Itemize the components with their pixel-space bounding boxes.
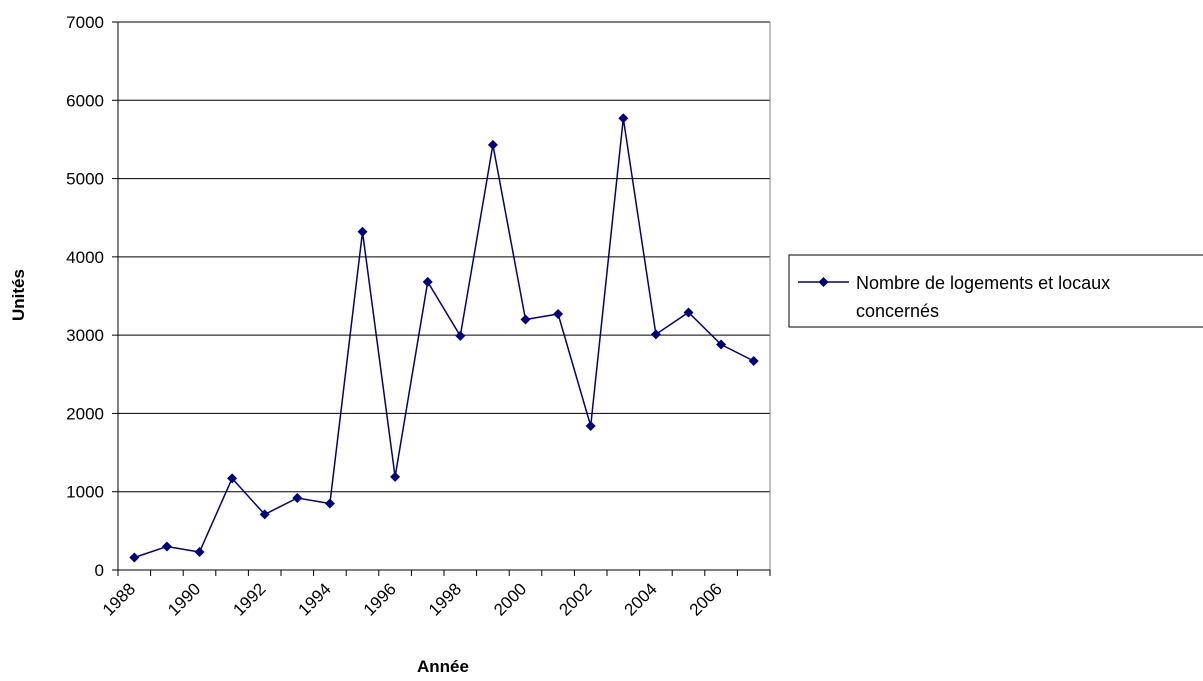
data-point [292,492,303,503]
legend-marker [818,277,829,287]
gridlines [118,21,770,493]
data-series [129,113,759,563]
x-tick-label: 2000 [490,579,530,619]
legend-box [788,254,1203,328]
x-tick-label: 1998 [425,579,465,619]
data-point [324,498,335,509]
y-tick-label: 0 [95,561,104,580]
data-point [129,552,140,563]
x-tick-label: 1990 [164,579,204,619]
y-tick-label: 1000 [66,483,104,502]
y-tick-label: 5000 [66,170,104,189]
data-point [194,546,205,557]
y-axis-title: Unités [9,269,28,321]
data-point [227,473,238,484]
data-point [618,113,629,124]
x-tick-label: 2006 [686,579,726,619]
data-point [487,139,498,150]
series-line [134,118,755,559]
data-point [259,509,270,520]
data-point [716,339,727,350]
data-point [748,355,759,366]
x-tick-label: 1988 [99,579,139,619]
data-point [422,276,433,287]
x-axis-title: Année [417,657,469,676]
data-point [357,226,368,237]
data-point [161,541,172,552]
legend-label-line-1: Nombre de logements et locaux [856,273,1110,293]
y-tick-label: 7000 [66,13,104,32]
data-point [455,330,466,341]
tick-labels: 0 1000 2000 3000 4000 5000 6000 7000 1988 1990 199… [66,13,726,620]
data-point [650,329,661,340]
data-point [683,307,694,318]
legend-label-line-2: concernés [856,301,939,321]
x-tick-label: 1994 [295,579,335,619]
data-point [390,471,401,482]
x-tick-label: 1992 [229,579,269,619]
x-tick-label: 2004 [621,579,661,619]
data-point [553,309,564,320]
y-tick-label: 2000 [66,404,104,423]
x-tick-label: 2002 [555,579,595,619]
data-point [520,314,531,325]
x-tick-label: 1996 [360,579,400,619]
data-point [585,420,596,431]
axes [112,21,771,576]
legend: Nombre de logements et locaux concernés [788,254,1203,328]
y-tick-label: 4000 [66,248,104,267]
y-tick-label: 3000 [66,326,104,345]
y-tick-label: 6000 [66,91,104,110]
